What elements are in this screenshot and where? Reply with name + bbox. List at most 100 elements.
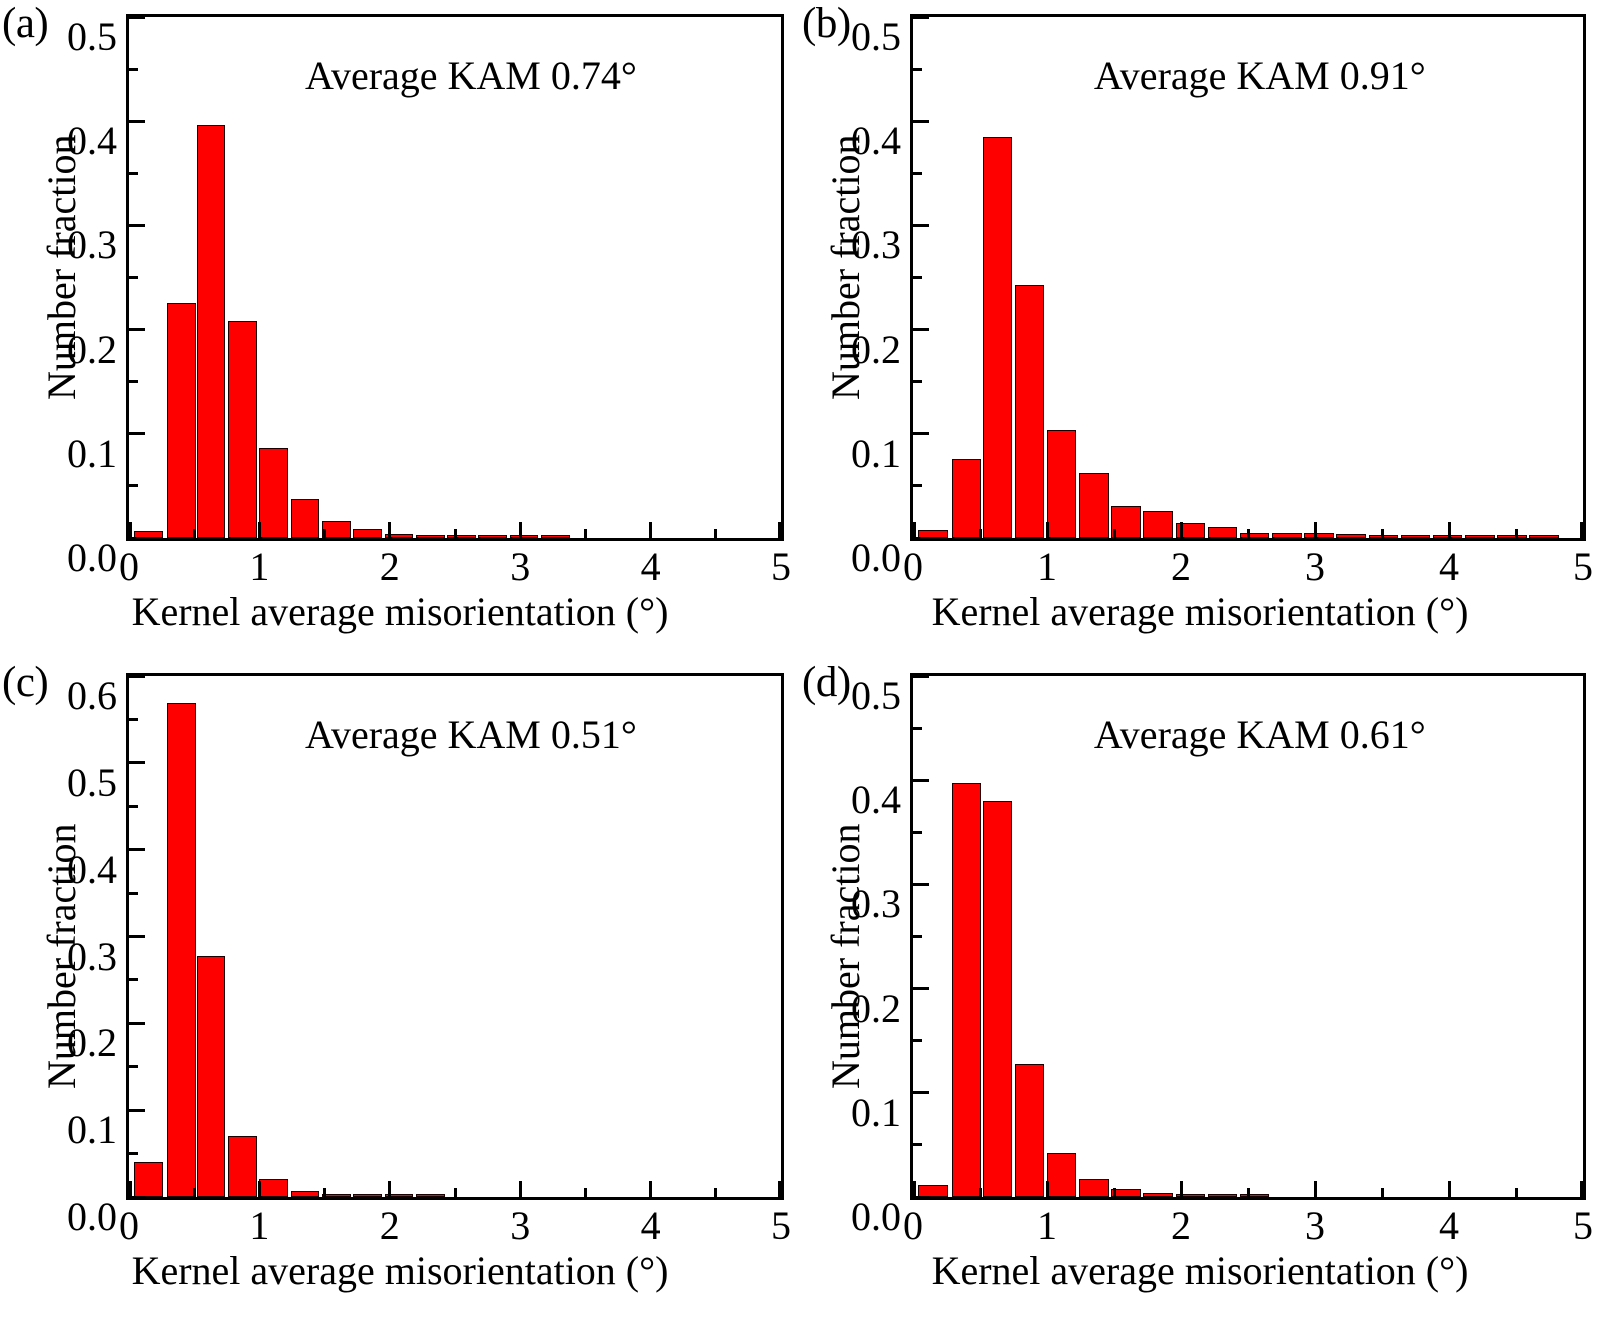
histogram-bar <box>447 535 476 538</box>
y-tick-major-d-3 <box>913 882 929 886</box>
bars-c <box>129 676 781 1197</box>
bars-b <box>913 17 1583 538</box>
x-tick-label-c-3: 3 <box>510 1203 531 1248</box>
histogram-bar <box>228 321 257 538</box>
y-tick-minor-d <box>913 830 922 834</box>
histogram-bar <box>321 521 351 538</box>
y-tick-major-b-1 <box>913 432 929 436</box>
x-tick-major-b-5 <box>1580 522 1583 538</box>
histogram-bar <box>1465 535 1495 538</box>
panel-d: (d) Average KAM 0.61° 0.0 0.1 0.2 0.3 0.4 0.5… <box>800 659 1600 1319</box>
histogram-bar <box>196 956 226 1197</box>
x-tick-label-d-4: 4 <box>1439 1203 1459 1248</box>
histogram-bar <box>290 499 320 538</box>
x-tick-major-a-2 <box>388 522 392 538</box>
histogram-bar <box>1175 523 1206 538</box>
histogram-bar <box>982 136 1013 538</box>
x-tick-minor-b <box>1380 529 1384 538</box>
y-tick-major-d-1 <box>913 1091 929 1095</box>
panel-letter-a: (a) <box>2 0 49 47</box>
y-tick-major-c-0 <box>129 1195 145 1199</box>
x-tick-label-b-1: 1 <box>1037 544 1057 589</box>
panel-letter-d: (d) <box>802 659 851 706</box>
bars-d <box>913 676 1583 1197</box>
panel-letter-b: (b) <box>802 0 851 47</box>
x-axis-title-c: Kernel average misorientation (°) <box>131 1248 669 1293</box>
x-tick-minor-c <box>192 1188 196 1197</box>
histogram-bar <box>1400 535 1431 538</box>
y-tick-minor-c <box>129 717 138 721</box>
y-tick-minor-c <box>129 804 138 808</box>
x-tick-minor-d <box>1112 1188 1116 1197</box>
y-tick-major-b-3 <box>913 223 929 227</box>
histogram-bar <box>1111 505 1141 538</box>
y-tick-minor-a <box>129 484 138 488</box>
y-tick-minor-c <box>129 1152 138 1156</box>
histogram-bar <box>1047 1153 1077 1197</box>
x-tick-label-a-1: 1 <box>249 544 270 589</box>
y-tick-major-c-1 <box>129 1108 145 1112</box>
x-tick-label-a-0: 0 <box>119 544 139 589</box>
histogram-bar <box>1014 1063 1045 1197</box>
annotation-c: Average KAM 0.51° <box>305 712 637 758</box>
x-tick-minor-d <box>1246 1188 1250 1197</box>
x-tick-major-b-4 <box>1447 522 1451 538</box>
panel-b: (b) Average KAM 0.91° 0.0 0.1 0.2 0.3 0.4 0.5… <box>800 0 1600 660</box>
x-tick-label-b-4: 4 <box>1439 544 1459 589</box>
x-tick-minor-a <box>583 529 587 538</box>
histogram-bar <box>353 529 382 538</box>
histogram-bar <box>951 783 982 1197</box>
y-tick-major-a-0 <box>129 536 145 540</box>
x-tick-major-a-5 <box>778 522 781 538</box>
histogram-bar <box>228 1136 257 1197</box>
y-tick-major-b-4 <box>913 119 929 123</box>
y-tick-minor-a <box>129 276 138 279</box>
x-tick-major-c-5 <box>778 1181 781 1197</box>
plot-frame-c: Average KAM 0.51° 0.0 0.1 0.2 0.3 0.4 0.5 0.6 0… <box>67 673 791 1248</box>
y-tick-minor-a <box>129 380 138 384</box>
y-tick-major-a-3 <box>129 223 145 227</box>
histogram-bar <box>509 535 539 538</box>
histogram-bar <box>1014 284 1045 538</box>
x-tick-label-c-0: 0 <box>119 1203 139 1248</box>
x-tick-minor-a <box>714 529 718 538</box>
annotation-b: Average KAM 0.91° <box>1093 53 1426 99</box>
x-tick-minor-a <box>323 529 327 538</box>
histogram-bar <box>321 1193 351 1197</box>
x-tick-label-c-1: 1 <box>249 1203 270 1248</box>
x-tick-label-d-0: 0 <box>903 1203 923 1248</box>
x-tick-minor-b <box>1112 529 1116 538</box>
x-tick-minor-c <box>714 1188 718 1197</box>
x-tick-label-b-3: 3 <box>1305 544 1325 589</box>
panel-letter-c: (c) <box>2 659 49 706</box>
plot-frame-d: Average KAM 0.61° 0.0 0.1 0.2 0.3 0.4 0.5 0 1 2 3… <box>851 673 1593 1248</box>
x-axis-title-a: Kernel average misorientation (°) <box>131 589 669 634</box>
y-tick-minor-d <box>913 935 922 938</box>
x-tick-minor-c <box>583 1188 587 1197</box>
y-tick-major-b-2 <box>913 328 929 332</box>
histogram-bar <box>166 302 196 538</box>
histogram-bar <box>1207 526 1238 538</box>
x-tick-major-d-5 <box>1580 1181 1583 1197</box>
x-tick-label-a-5: 5 <box>771 544 791 589</box>
x-tick-major-c-3 <box>518 1181 522 1197</box>
histogram-bar <box>1047 429 1077 538</box>
x-tick-major-d-2 <box>1179 1181 1183 1197</box>
x-tick-minor-a <box>453 529 457 538</box>
y-tick-minor-d <box>913 1143 922 1147</box>
histogram-bar <box>918 529 948 538</box>
histogram-bar <box>1175 1194 1206 1197</box>
panel-c: (c) Average KAM 0.51° 0.0 0.1 0.2 0.3 0.4 0.5… <box>0 659 800 1319</box>
plot-frame-b: Average KAM 0.91° 0.0 0.1 0.2 0.3 0.4 0.5 0 1 2 3… <box>851 14 1593 589</box>
y-tick-major-a-5 <box>129 15 145 19</box>
histogram-bar <box>353 1194 382 1197</box>
x-tick-major-c-0 <box>129 1181 132 1197</box>
y-tick-major-c-5 <box>129 761 145 765</box>
x-tick-label-d-2: 2 <box>1171 1203 1191 1248</box>
x-tick-major-d-4 <box>1447 1181 1451 1197</box>
annotation-a: Average KAM 0.74° <box>305 53 637 99</box>
histogram-bar <box>1143 510 1173 538</box>
x-axis-title-d: Kernel average misorientation (°) <box>931 1248 1469 1293</box>
histogram-bar <box>478 535 508 538</box>
